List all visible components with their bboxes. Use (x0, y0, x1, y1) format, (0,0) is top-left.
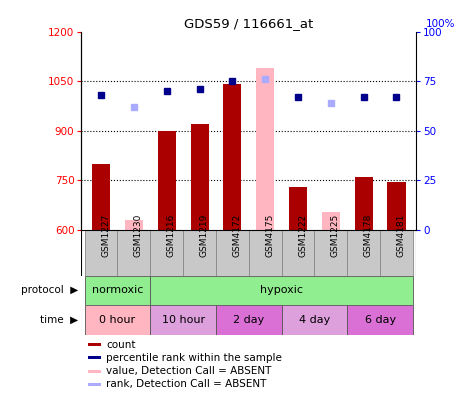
Text: time  ▶: time ▶ (40, 315, 78, 325)
Text: GSM4175: GSM4175 (265, 213, 274, 257)
Text: value, Detection Call = ABSENT: value, Detection Call = ABSENT (106, 366, 272, 376)
Text: 2 day: 2 day (233, 315, 265, 325)
Text: 100%: 100% (425, 19, 455, 29)
Text: 0 hour: 0 hour (100, 315, 135, 325)
Text: GSM1230: GSM1230 (134, 213, 143, 257)
FancyBboxPatch shape (216, 305, 282, 335)
Text: 6 day: 6 day (365, 315, 396, 325)
Bar (191, 124, 209, 230)
Bar (355, 177, 372, 230)
FancyBboxPatch shape (282, 305, 347, 335)
Text: normoxic: normoxic (92, 286, 143, 295)
Bar (289, 187, 307, 230)
Text: GSM1216: GSM1216 (167, 213, 176, 257)
Text: GSM4181: GSM4181 (397, 213, 405, 257)
Text: 10 hour: 10 hour (161, 315, 205, 325)
FancyBboxPatch shape (85, 276, 150, 305)
Bar (256, 68, 274, 230)
Text: count: count (106, 340, 135, 350)
FancyBboxPatch shape (85, 305, 150, 335)
FancyBboxPatch shape (150, 230, 183, 276)
FancyBboxPatch shape (347, 230, 380, 276)
Bar (125, 220, 143, 230)
Text: GSM4178: GSM4178 (364, 213, 372, 257)
Text: percentile rank within the sample: percentile rank within the sample (106, 353, 282, 363)
Text: 4 day: 4 day (299, 315, 330, 325)
Text: GSM1225: GSM1225 (331, 213, 340, 257)
Title: GDS59 / 116661_at: GDS59 / 116661_at (184, 17, 313, 30)
FancyBboxPatch shape (282, 230, 314, 276)
Bar (387, 182, 405, 230)
FancyBboxPatch shape (85, 230, 118, 276)
Text: GSM1219: GSM1219 (199, 213, 208, 257)
Bar (88, 343, 101, 346)
Text: hypoxic: hypoxic (260, 286, 303, 295)
FancyBboxPatch shape (118, 230, 150, 276)
Bar (158, 131, 176, 230)
FancyBboxPatch shape (347, 305, 413, 335)
Bar (223, 84, 241, 230)
FancyBboxPatch shape (150, 276, 413, 305)
FancyBboxPatch shape (314, 230, 347, 276)
FancyBboxPatch shape (150, 305, 216, 335)
Text: GSM1222: GSM1222 (298, 213, 307, 257)
FancyBboxPatch shape (380, 230, 413, 276)
FancyBboxPatch shape (249, 230, 282, 276)
Text: rank, Detection Call = ABSENT: rank, Detection Call = ABSENT (106, 379, 266, 389)
Bar (88, 383, 101, 386)
Bar (92, 164, 110, 230)
FancyBboxPatch shape (216, 230, 249, 276)
Bar (322, 211, 340, 230)
Text: protocol  ▶: protocol ▶ (21, 286, 78, 295)
Bar (88, 356, 101, 359)
Text: GSM1227: GSM1227 (101, 213, 110, 257)
Text: GSM4172: GSM4172 (232, 213, 241, 257)
Bar (88, 369, 101, 373)
FancyBboxPatch shape (183, 230, 216, 276)
